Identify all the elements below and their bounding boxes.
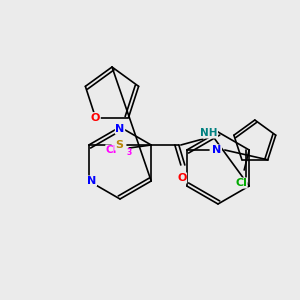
Text: CF: CF xyxy=(106,145,121,155)
Text: 3: 3 xyxy=(126,148,131,157)
Text: NH: NH xyxy=(200,128,218,138)
Text: S: S xyxy=(115,140,123,150)
Text: O: O xyxy=(177,173,187,183)
Text: Cl: Cl xyxy=(235,178,247,188)
Text: N: N xyxy=(212,145,221,155)
Text: N: N xyxy=(87,176,96,186)
Text: N: N xyxy=(116,124,124,134)
Text: O: O xyxy=(91,113,100,123)
